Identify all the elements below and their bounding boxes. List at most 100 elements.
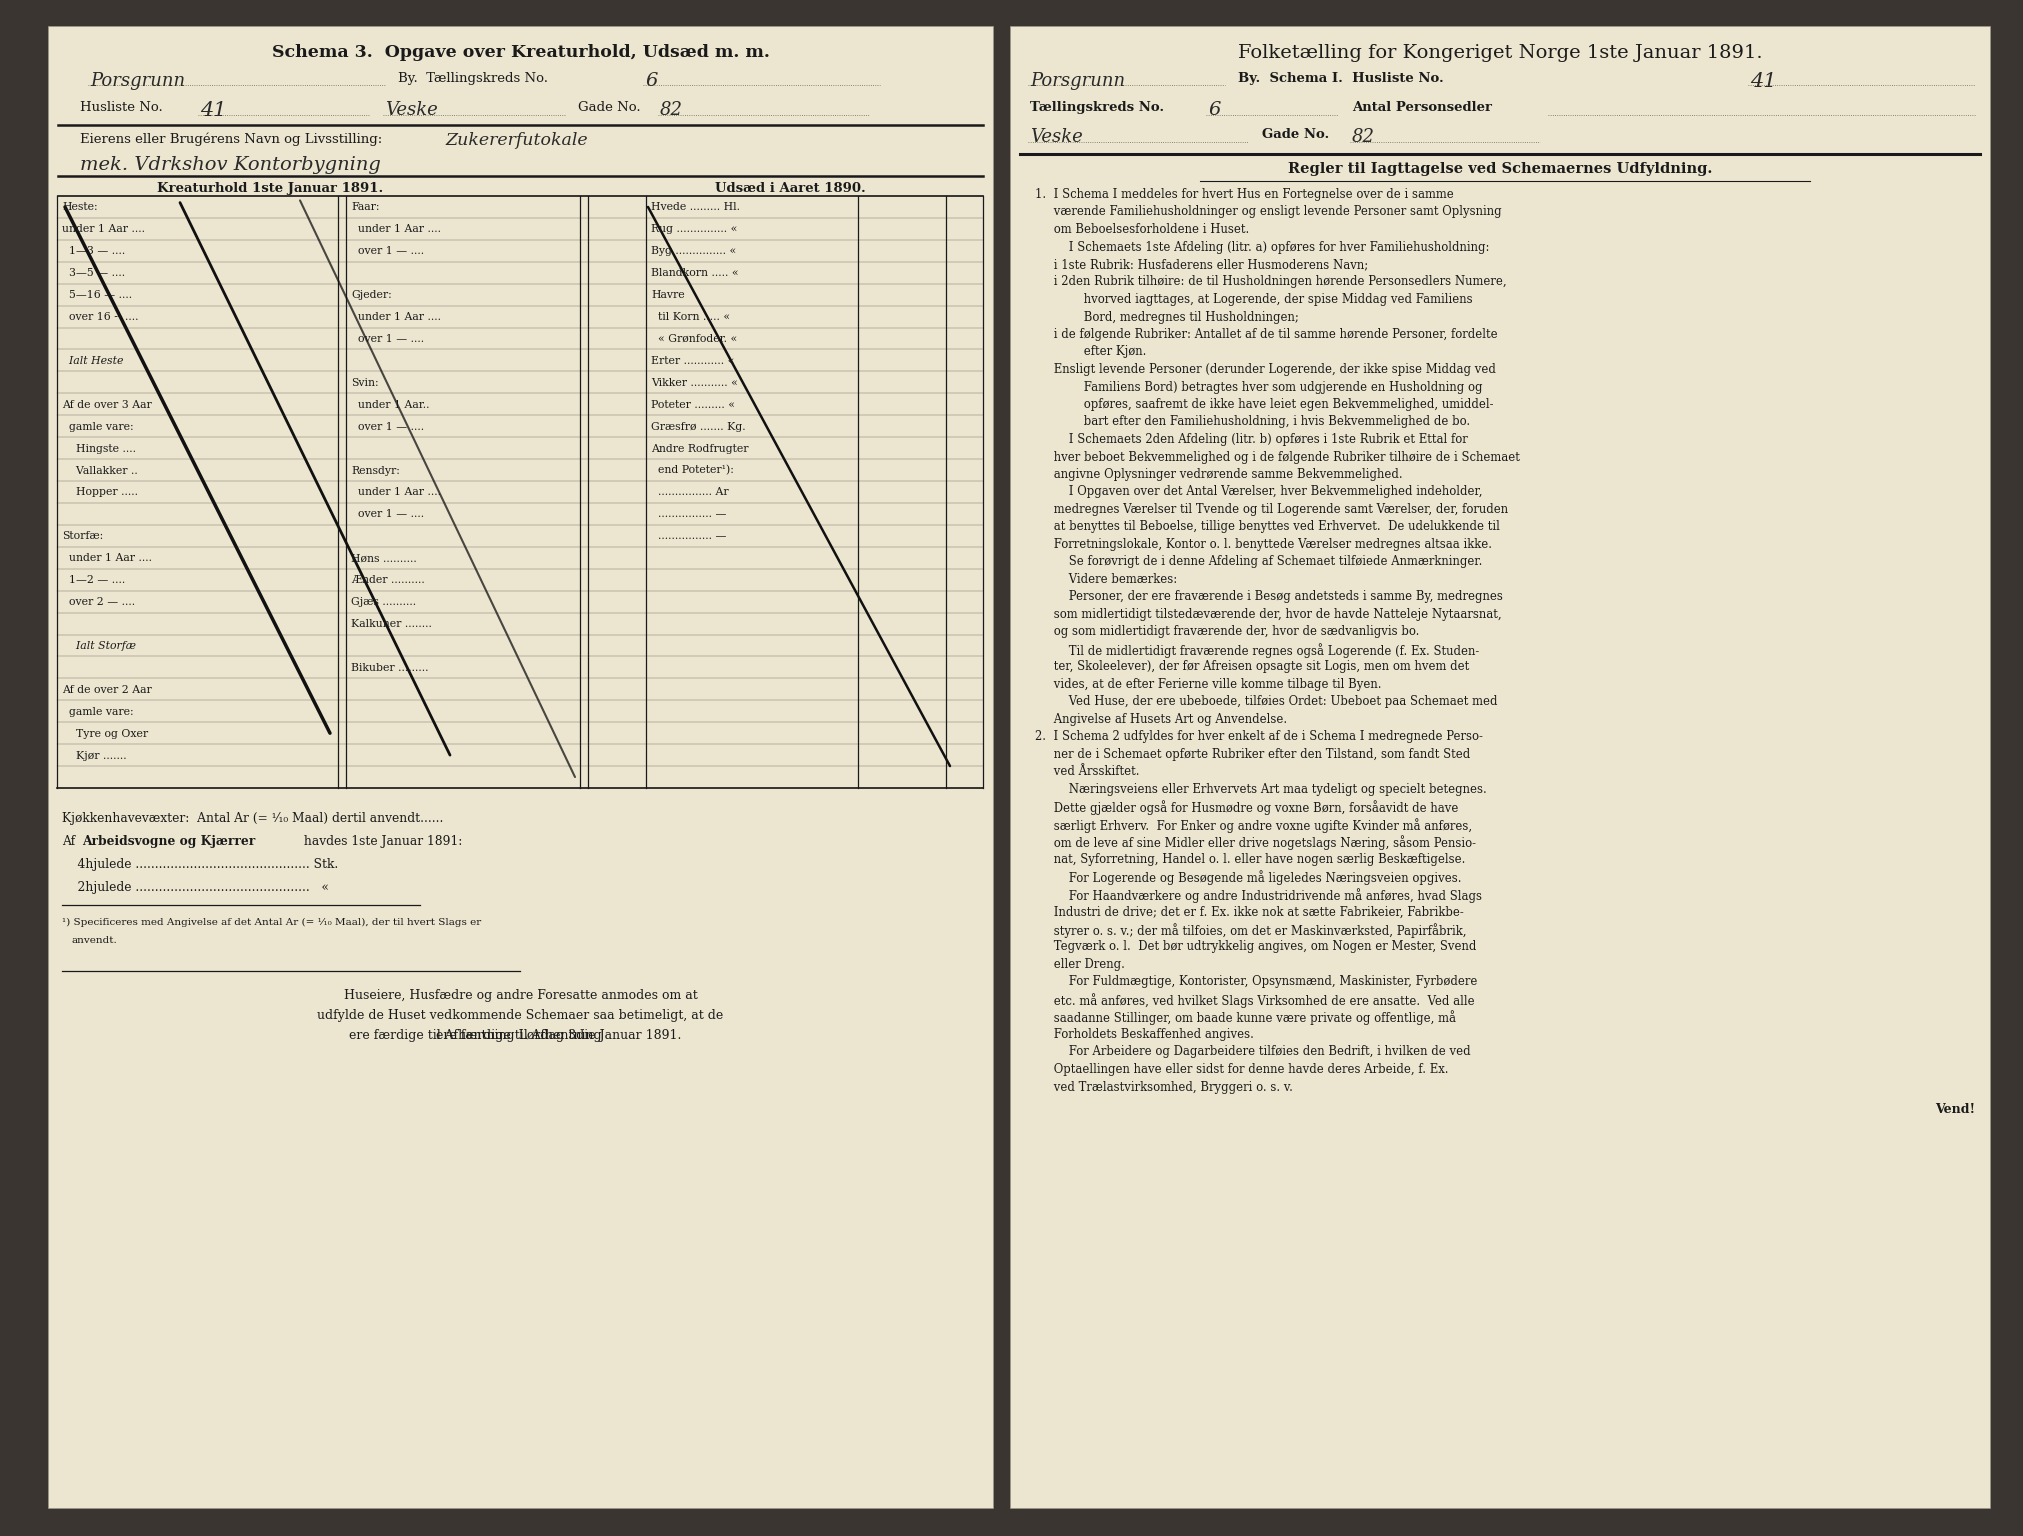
Text: Eierens eller Brugérens Navn og Livsstilling:: Eierens eller Brugérens Navn og Livsstil…: [81, 132, 382, 146]
Text: 1.  I Schema I meddeles for hvert Hus en Fortegnelse over de i samme: 1. I Schema I meddeles for hvert Hus en …: [1034, 187, 1453, 201]
Text: ter, Skoleelever), der før Afreisen opsagte sit Logis, men om hvem det: ter, Skoleelever), der før Afreisen opsa…: [1034, 660, 1469, 673]
Text: Ved Huse, der ere ubeboede, tilføies Ordet: Ubeboet paa Schemaet med: Ved Huse, der ere ubeboede, tilføies Ord…: [1034, 696, 1497, 708]
Text: under 1 Aar ....: under 1 Aar ....: [350, 224, 441, 235]
Text: bart efter den Familiehusholdning, i hvis Bekvemmelighed de bo.: bart efter den Familiehusholdning, i hvi…: [1034, 416, 1469, 429]
Text: som midlertidigt tilstedæværende der, hvor de havde Natteleje Nytaarsnat,: som midlertidigt tilstedæværende der, hv…: [1034, 608, 1501, 621]
Text: 2hjulede .............................................   «: 2hjulede ...............................…: [63, 882, 328, 894]
Text: Rensdyr:: Rensdyr:: [350, 465, 401, 476]
Text: ved Årsskiftet.: ved Årsskiftet.: [1034, 765, 1139, 779]
Text: Videre bemærkes:: Videre bemærkes:: [1034, 573, 1177, 587]
Text: saadanne Stillinger, om baade kunne være private og offentlige, må: saadanne Stillinger, om baade kunne være…: [1034, 1011, 1455, 1026]
Text: under 1 Aar ....: under 1 Aar ....: [350, 487, 441, 498]
Text: Antal Personsedler: Antal Personsedler: [1351, 101, 1491, 114]
Text: over 16 -- ....: over 16 -- ....: [63, 312, 138, 323]
Text: Næringsveiens eller Erhvervets Art maa tydeligt og specielt betegnes.: Næringsveiens eller Erhvervets Art maa t…: [1034, 783, 1487, 796]
Text: Dette gjælder også for Husmødre og voxne Børn, forsåavidt de have: Dette gjælder også for Husmødre og voxne…: [1034, 800, 1459, 816]
Text: 6: 6: [1208, 101, 1220, 118]
Text: Arbeidsvogne og Kjærrer: Arbeidsvogne og Kjærrer: [83, 836, 255, 848]
Text: mek. Vdrkshov Kontorbygning: mek. Vdrkshov Kontorbygning: [81, 157, 380, 174]
Text: 5—16 — ....: 5—16 — ....: [63, 290, 131, 300]
Text: Porsgrunn: Porsgrunn: [1030, 72, 1125, 91]
Text: ................ —: ................ —: [651, 531, 726, 541]
Text: Kjøkkenhavevæxter:  Antal Ar (= ¹⁄₁₀ Maal) dertil anvendt......: Kjøkkenhavevæxter: Antal Ar (= ¹⁄₁₀ Maal…: [63, 813, 443, 825]
Text: over 2 — ....: over 2 — ....: [63, 598, 136, 607]
Text: Byg ............... «: Byg ............... «: [651, 246, 736, 257]
Text: For Logerende og Besøgende må ligeledes Næringsveien opgives.: For Logerende og Besøgende må ligeledes …: [1034, 871, 1461, 885]
Text: « Grønfoder. «: « Grønfoder. «: [651, 333, 736, 344]
Text: 4hjulede ............................................. Stk.: 4hjulede ...............................…: [63, 859, 338, 871]
Text: 41: 41: [200, 101, 227, 120]
Text: Familiens Bord) betragtes hver som udgjerende en Husholdning og: Familiens Bord) betragtes hver som udgje…: [1034, 381, 1481, 393]
Text: Ensligt levende Personer (derunder Logerende, der ikke spise Middag ved: Ensligt levende Personer (derunder Loger…: [1034, 362, 1495, 376]
Text: Græsfrø ....... Kg.: Græsfrø ....... Kg.: [651, 422, 744, 432]
Text: 1—2 — ....: 1—2 — ....: [63, 574, 125, 585]
Text: Porsgrunn: Porsgrunn: [89, 72, 184, 91]
Text: Rug ............... «: Rug ............... «: [651, 224, 736, 235]
Text: Kalkuner ........: Kalkuner ........: [350, 619, 431, 630]
Text: særligt Erhverv.  For Enker og andre voxne ugifte Kvinder må anføres,: særligt Erhverv. For Enker og andre voxn…: [1034, 819, 1471, 833]
Text: Udsæd i Aaret 1890.: Udsæd i Aaret 1890.: [714, 181, 866, 195]
Text: ere færdige til Afhentning: ere færdige til Afhentning: [435, 1029, 605, 1041]
Text: Ialt Storfæ: Ialt Storfæ: [63, 641, 136, 651]
Text: Gjæs ..........: Gjæs ..........: [350, 598, 417, 607]
Text: etc. må anføres, ved hvilket Slags Virksomhed de ere ansatte.  Ved alle: etc. må anføres, ved hvilket Slags Virks…: [1034, 992, 1475, 1008]
Text: Kreaturhold 1ste Januar 1891.: Kreaturhold 1ste Januar 1891.: [158, 181, 382, 195]
Text: Bikuber .........: Bikuber .........: [350, 664, 429, 673]
Text: over 1 — ....: over 1 — ....: [350, 333, 425, 344]
Text: For Fuldmægtige, Kontorister, Opsynsmænd, Maskinister, Fyrbødere: For Fuldmægtige, Kontorister, Opsynsmænd…: [1034, 975, 1477, 989]
Text: havdes 1ste Januar 1891:: havdes 1ste Januar 1891:: [299, 836, 461, 848]
Text: nat, Syforretning, Handel o. l. eller have nogen særlig Beskæftigelse.: nat, Syforretning, Handel o. l. eller ha…: [1034, 852, 1465, 866]
Text: Af de over 2 Aar: Af de over 2 Aar: [63, 685, 152, 694]
Text: Huseiere, Husfædre og andre Foresatte anmodes om at: Huseiere, Husfædre og andre Foresatte an…: [344, 989, 698, 1001]
Text: hver beboet Bekvemmelighed og i de følgende Rubriker tilhøire de i Schemaet: hver beboet Bekvemmelighed og i de følge…: [1034, 450, 1519, 464]
Text: Vend!: Vend!: [1934, 1103, 1974, 1117]
Text: Veske: Veske: [384, 101, 437, 118]
Text: under 1 Aar ....: under 1 Aar ....: [350, 312, 441, 323]
Text: under 1 Aar..: under 1 Aar..: [350, 399, 429, 410]
Text: ................ —: ................ —: [651, 510, 726, 519]
Text: By.  Schema I.  Husliste No.: By. Schema I. Husliste No.: [1238, 72, 1442, 84]
Text: ................ Ar: ................ Ar: [651, 487, 728, 498]
Text: 1—3 — ....: 1—3 — ....: [63, 246, 125, 257]
Text: i 2den Rubrik tilhøire: de til Husholdningen hørende Personsedlers Numere,: i 2den Rubrik tilhøire: de til Husholdni…: [1034, 275, 1505, 289]
Text: om de leve af sine Midler eller drive nogetslags Næring, såsom Pensio-: om de leve af sine Midler eller drive no…: [1034, 836, 1475, 851]
Text: Optaellingen have eller sidst for denne havde deres Arbeide, f. Ex.: Optaellingen have eller sidst for denne …: [1034, 1063, 1448, 1077]
Text: 6: 6: [645, 72, 657, 91]
Text: opføres, saafremt de ikke have leiet egen Bekvemmelighed, umiddel-: opføres, saafremt de ikke have leiet ege…: [1034, 398, 1493, 412]
Text: Andre Rodfrugter: Andre Rodfrugter: [651, 444, 749, 453]
Text: Til de midlertidigt fraværende regnes også Logerende (f. Ex. Studen-: Til de midlertidigt fraværende regnes og…: [1034, 644, 1479, 657]
Text: Hingste ....: Hingste ....: [63, 444, 136, 453]
Text: Vikker ........... «: Vikker ........... «: [651, 378, 738, 387]
Text: 3—5 — ....: 3—5 — ....: [63, 269, 125, 278]
Text: til Korn ..... «: til Korn ..... «: [651, 312, 730, 323]
Text: efter Kjøn.: efter Kjøn.: [1034, 346, 1145, 358]
Text: ¹) Specificeres med Angivelse af det Antal Ar (= ¹⁄₁₀ Maal), der til hvert Slags: ¹) Specificeres med Angivelse af det Ant…: [63, 919, 481, 928]
Text: ere færdige til Afhentning Lørdag 3die Januar 1891.: ere færdige til Afhentning Lørdag 3die J…: [350, 1029, 682, 1041]
Text: Angivelse af Husets Art og Anvendelse.: Angivelse af Husets Art og Anvendelse.: [1034, 713, 1287, 727]
Text: Kjør .......: Kjør .......: [63, 751, 127, 760]
Text: Poteter ......... «: Poteter ......... «: [651, 399, 734, 410]
Text: Zukererfutokale: Zukererfutokale: [445, 132, 587, 149]
Text: Havre: Havre: [651, 290, 684, 300]
Text: Tegværk o. l.  Det bør udtrykkelig angives, om Nogen er Mester, Svend: Tegværk o. l. Det bør udtrykkelig angive…: [1034, 940, 1475, 954]
Text: ved Trælastvirksomhed, Bryggeri o. s. v.: ved Trælastvirksomhed, Bryggeri o. s. v.: [1034, 1080, 1293, 1094]
Text: 82: 82: [659, 101, 682, 118]
Text: anvendt.: anvendt.: [73, 935, 117, 945]
Bar: [49, 26, 993, 1508]
Text: ner de i Schemaet opførte Rubriker efter den Tilstand, som fandt Sted: ner de i Schemaet opførte Rubriker efter…: [1034, 748, 1469, 760]
Text: over 1 — ....: over 1 — ....: [350, 422, 425, 432]
Text: Bord, medregnes til Husholdningen;: Bord, medregnes til Husholdningen;: [1034, 310, 1299, 324]
Text: under 1 Aar ....: under 1 Aar ....: [63, 553, 152, 564]
Text: I Schemaets 2den Afdeling (litr. b) opføres i 1ste Rubrik et Ettal for: I Schemaets 2den Afdeling (litr. b) opfø…: [1034, 433, 1467, 445]
Text: gamle vare:: gamle vare:: [63, 707, 134, 717]
Text: end Poteter¹):: end Poteter¹):: [651, 465, 734, 476]
Text: Tællingskreds No.: Tællingskreds No.: [1030, 101, 1163, 114]
Text: Gade No.: Gade No.: [1262, 127, 1329, 141]
Text: Ialt Heste: Ialt Heste: [63, 356, 123, 366]
Text: styrer o. s. v.; der må tilfoies, om det er Maskinværksted, Papirfåbrik,: styrer o. s. v.; der må tilfoies, om det…: [1034, 923, 1467, 938]
Text: værende Familiehusholdninger og ensligt levende Personer samt Oplysning: værende Familiehusholdninger og ensligt …: [1034, 206, 1501, 218]
Text: 82: 82: [1351, 127, 1374, 146]
Text: over 1 — ....: over 1 — ....: [350, 510, 425, 519]
Text: For Arbeidere og Dagarbeidere tilføies den Bedrift, i hvilken de ved: For Arbeidere og Dagarbeidere tilføies d…: [1034, 1046, 1471, 1058]
Text: Ænder ..........: Ænder ..........: [350, 574, 425, 585]
